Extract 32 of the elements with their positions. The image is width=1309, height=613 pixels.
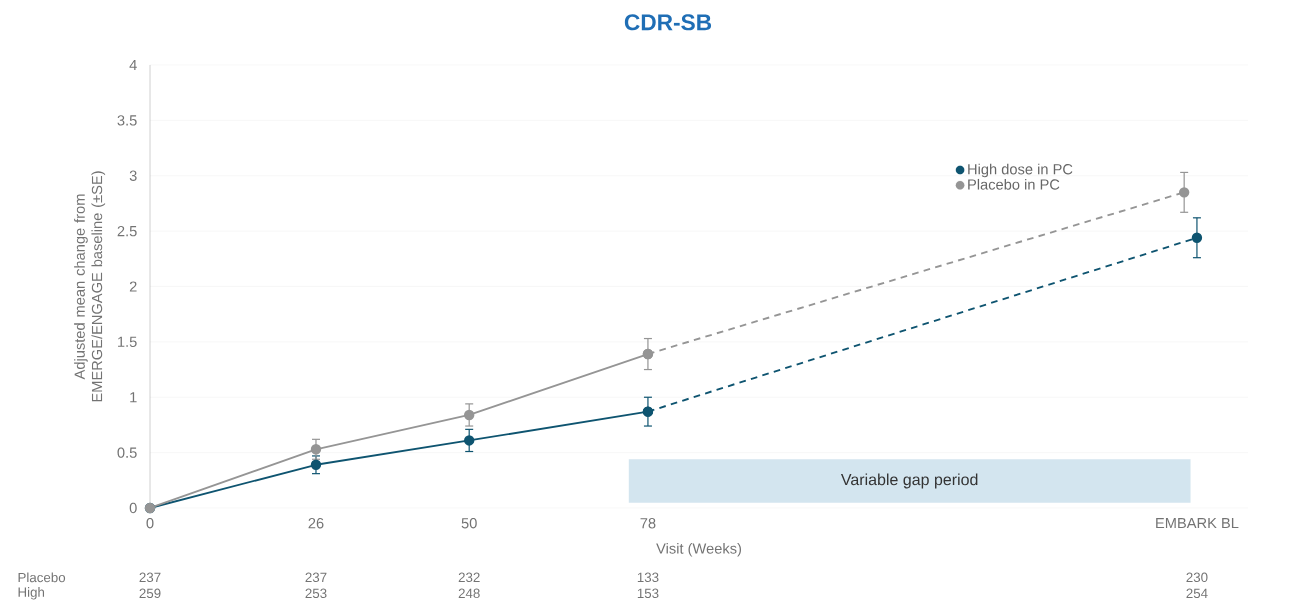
band-label: Variable gap period [840, 473, 978, 489]
y-tick-label: 2.5 [117, 225, 137, 237]
y-tick-label: 0 [129, 502, 137, 514]
text: High [18, 587, 45, 600]
y-axis-title: Adjusted mean change from EMERGE/ENGAGE baseline (±SE) [74, 171, 106, 402]
x-tick-label: 78 [640, 518, 656, 529]
text: 254 [1186, 588, 1208, 599]
x-tick-label: 26 [308, 518, 324, 529]
text: 232 [458, 572, 480, 583]
y-tick-label: 0.5 [117, 447, 137, 458]
x-tick-label: 0 [146, 518, 154, 529]
chart-title: CDR-SB [624, 14, 712, 31]
text: 230 [1186, 572, 1208, 583]
y-tick-label: 4 [129, 59, 137, 71]
text: 133 [637, 572, 659, 583]
text: 253 [305, 588, 327, 599]
y-tick-label: 2 [129, 281, 137, 292]
text: 237 [139, 572, 161, 583]
legend-label: Placebo in PC [968, 178, 1060, 190]
x-tick-label: EMBARK BL [1156, 518, 1239, 529]
text: Placebo [18, 572, 66, 583]
y-tick-label: 1 [130, 392, 137, 403]
y-tick-label: 1.5 [118, 336, 137, 347]
x-axis-title: Visit (Weeks) [656, 542, 742, 557]
x-tick-label: 50 [461, 518, 477, 529]
legend-label: High dose in PC [968, 163, 1073, 178]
text: 248 [458, 588, 480, 599]
text: 237 [305, 572, 327, 583]
y-tick-label: 3 [129, 170, 137, 181]
y-tick-label: 3.5 [117, 115, 137, 126]
text: 153 [637, 588, 659, 599]
text: 259 [139, 588, 161, 599]
